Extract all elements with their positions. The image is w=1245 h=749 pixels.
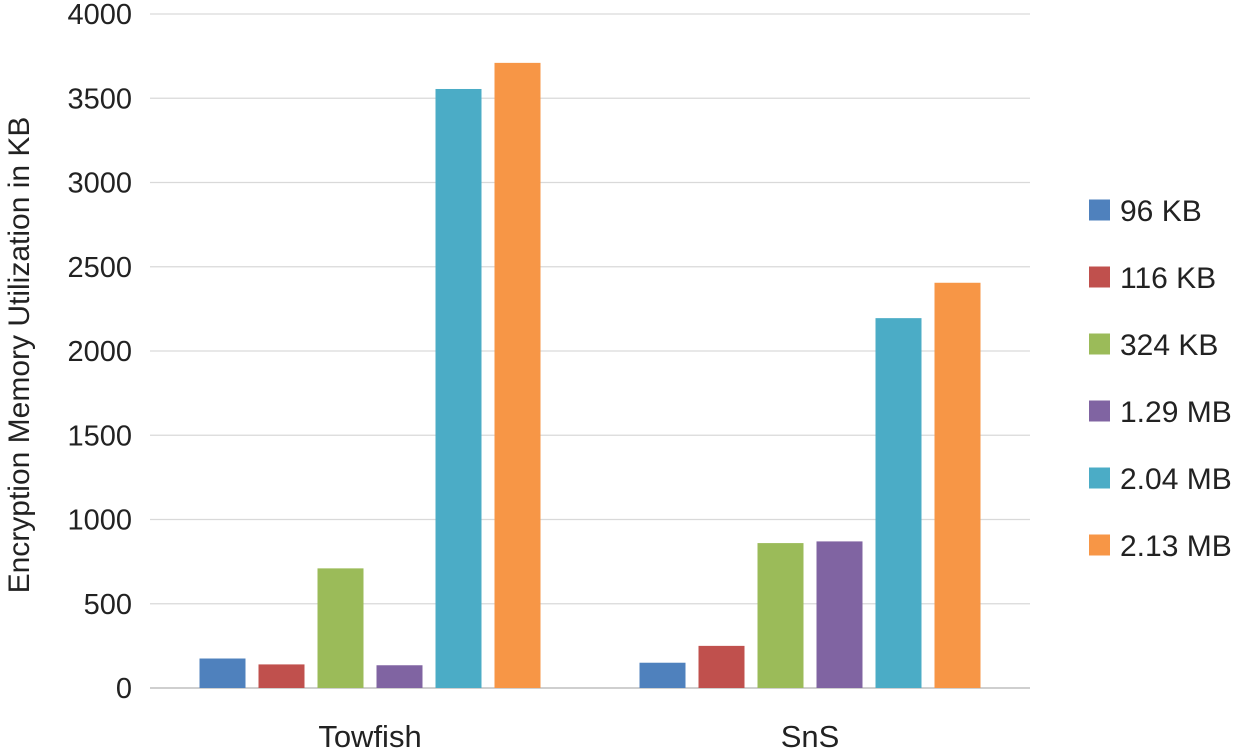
y-tick-label: 0 (116, 673, 132, 705)
y-tick-label: 1500 (67, 420, 132, 452)
x-axis-categories: Towfish SnS (318, 719, 839, 749)
legend-swatch (1089, 199, 1110, 221)
legend-swatch (1089, 534, 1110, 556)
y-axis-title: Encryption Memory Utilization in KB (3, 117, 36, 594)
y-tick-label: 2000 (67, 336, 132, 368)
bar-towfish-2-04-mb (435, 88, 482, 689)
y-tick-label: 4000 (67, 0, 132, 31)
x-category-label: Towfish (318, 719, 421, 749)
y-tick-label: 500 (84, 589, 132, 621)
y-axis-ticks: 0 500 1000 1500 2000 2500 3000 3500 4000 (67, 0, 132, 705)
bar-towfish-2-13-mb (494, 62, 541, 689)
legend-swatch (1089, 467, 1110, 489)
bar-sns-116-kb (698, 645, 745, 688)
bar-sns-2-13-mb (934, 282, 981, 688)
x-category-label: SnS (781, 719, 840, 749)
legend-label: 2.04 MB (1120, 463, 1232, 496)
legend-label: 324 KB (1120, 329, 1218, 362)
legend-label: 96 KB (1120, 195, 1202, 228)
gridlines (150, 13, 1030, 689)
legend-label: 116 KB (1120, 262, 1216, 295)
legend-swatch (1089, 266, 1110, 288)
y-tick-label: 1000 (67, 505, 132, 537)
y-tick-label: 3500 (67, 83, 132, 115)
bar-towfish-96-kb (199, 658, 246, 688)
bar-sns-96-kb (639, 662, 686, 688)
bar-towfish-1-29-mb (376, 665, 423, 688)
bar-sns-324-kb (757, 543, 804, 688)
bar-towfish-116-kb (258, 664, 305, 688)
y-tick-label: 2500 (67, 252, 132, 284)
bar-towfish-324-kb (317, 568, 364, 688)
legend-label: 1.29 MB (1120, 396, 1232, 429)
legend-swatch (1089, 333, 1110, 355)
bar-sns-2-04-mb (875, 318, 922, 688)
bars (199, 62, 981, 689)
bar-sns-1-29-mb (816, 541, 863, 688)
y-tick-label: 3000 (67, 168, 132, 200)
legend-swatch (1089, 400, 1110, 422)
legend-label: 2.13 MB (1120, 530, 1232, 563)
legend: 96 KB 116 KB 324 KB 1.29 MB 2.04 MB 2.13 MB (1089, 195, 1232, 563)
